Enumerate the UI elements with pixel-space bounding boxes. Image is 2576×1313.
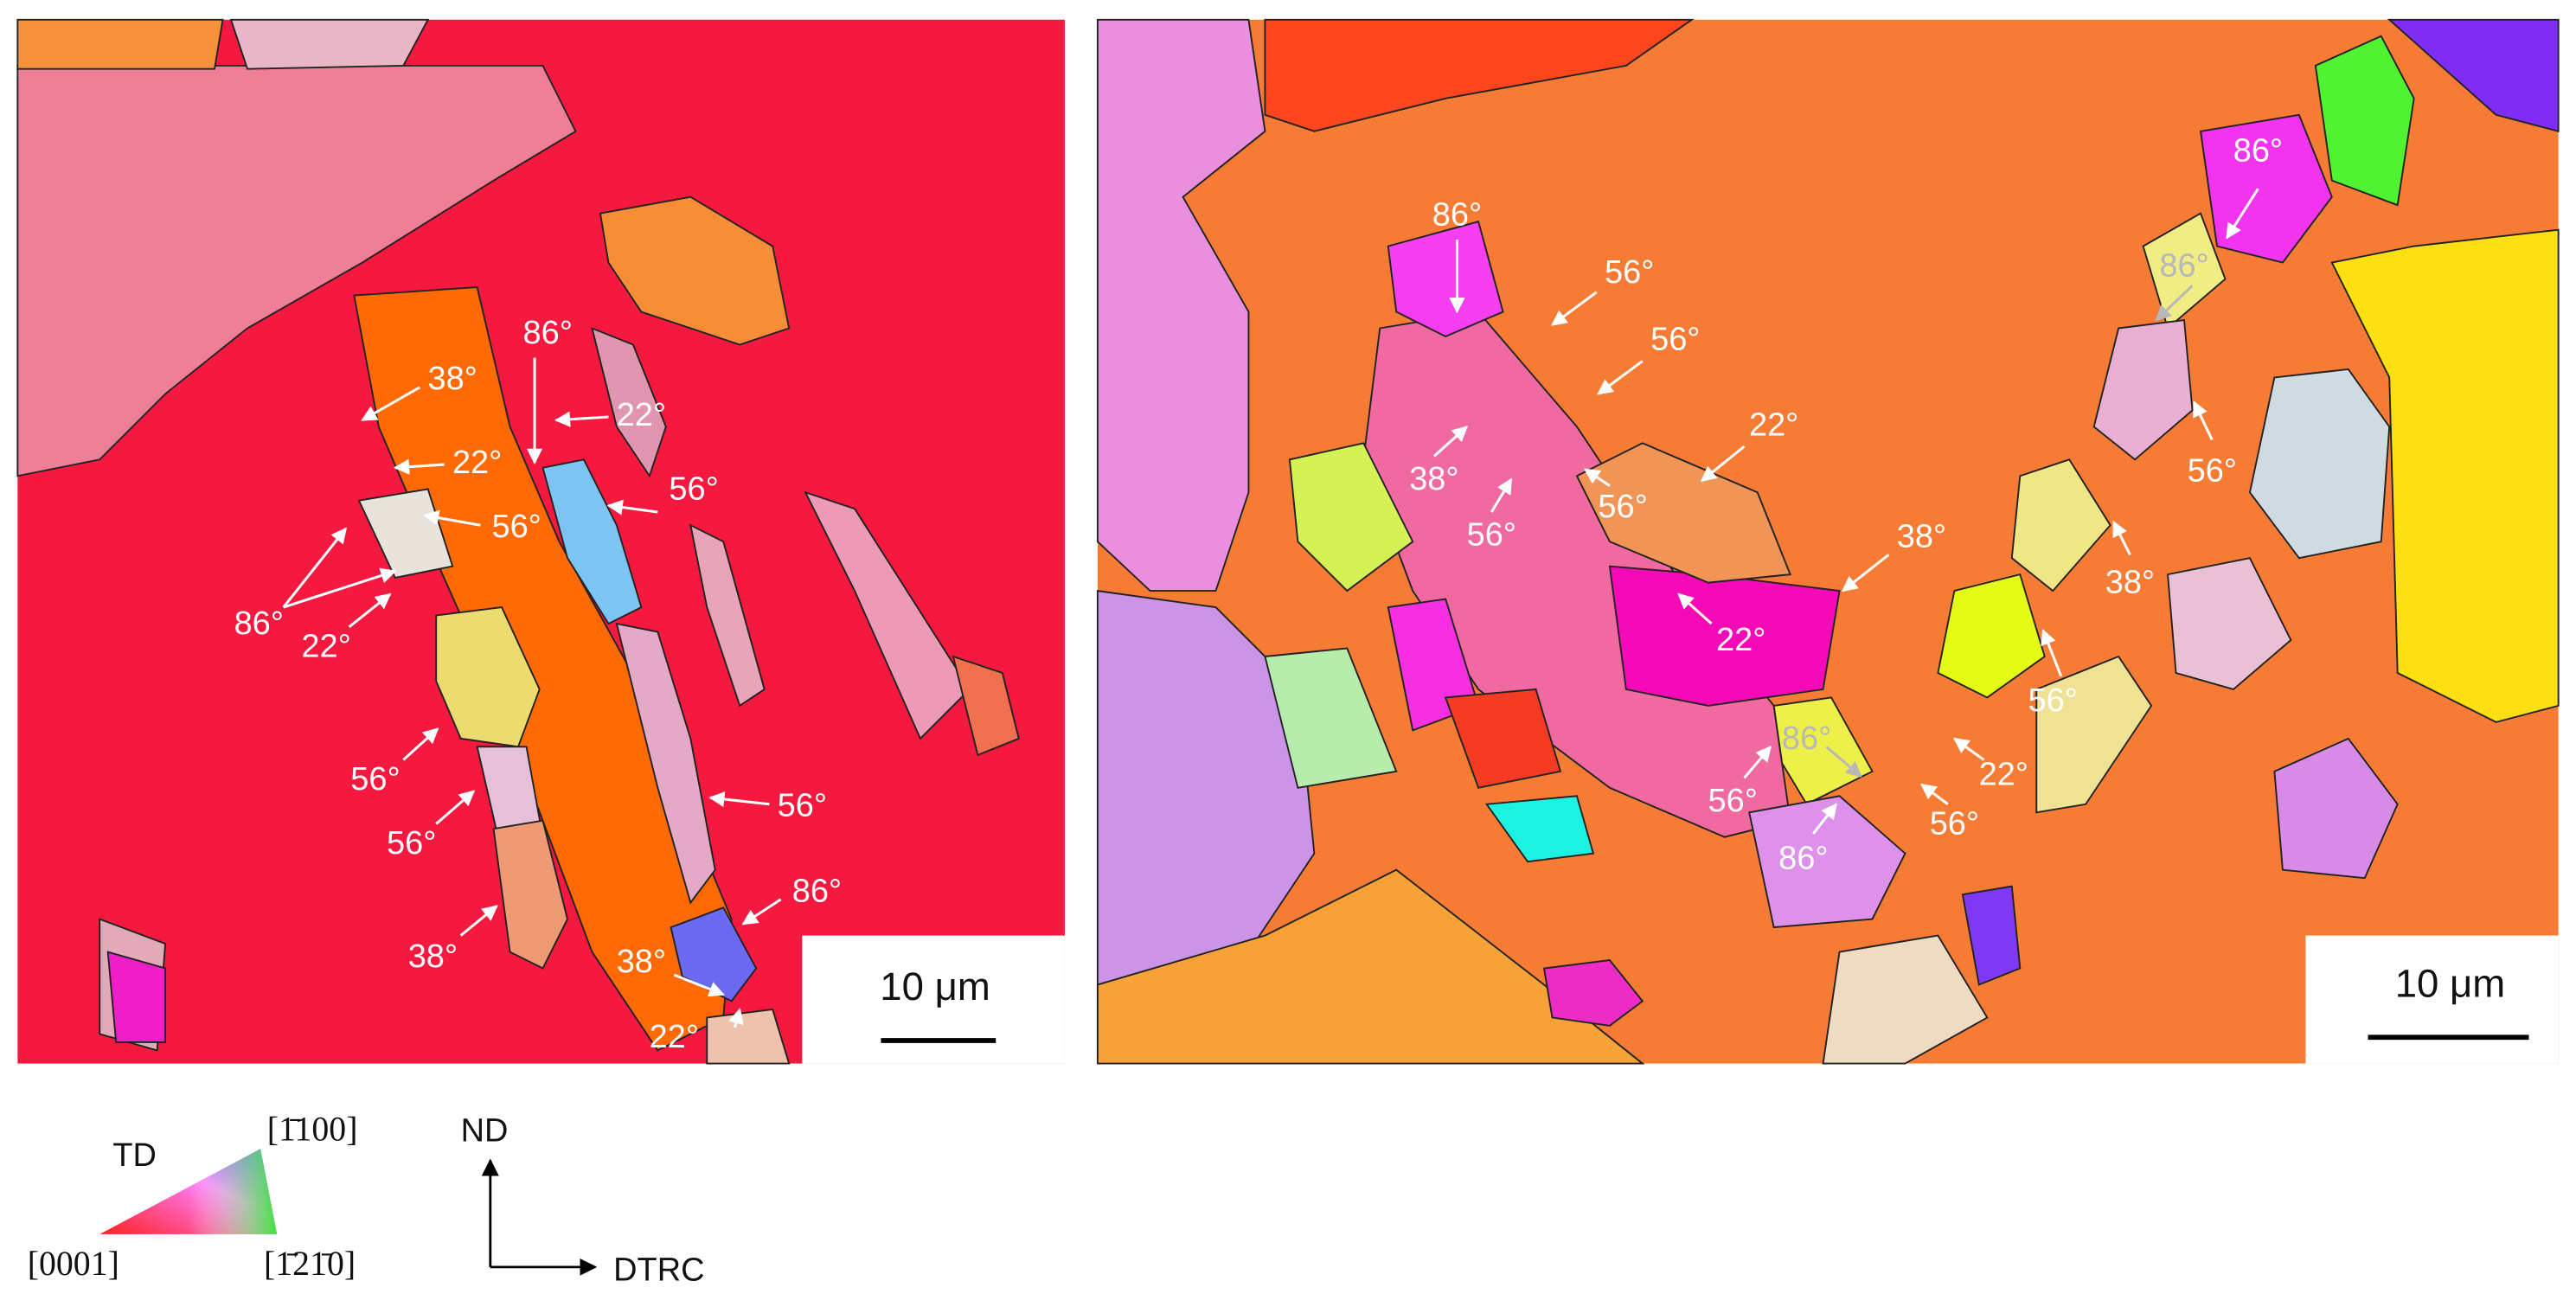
angle-label: 38° <box>427 361 477 397</box>
arrows <box>282 188 2259 1028</box>
angle-label: 56° <box>778 788 827 824</box>
angle-label: 56° <box>669 471 718 507</box>
angle-label: 38° <box>2105 565 2155 601</box>
angle-label: 22° <box>650 1019 699 1055</box>
angle-label: 22° <box>301 629 350 665</box>
legend-corner: [1̄21̄0] <box>264 1244 356 1283</box>
angle-label: 86° <box>234 605 284 642</box>
angle-label: 22° <box>452 445 502 481</box>
angle-label: 38° <box>1409 461 1458 497</box>
axis-nd: ND <box>461 1112 509 1149</box>
angle-label: 56° <box>1467 517 1516 554</box>
angle-label: 22° <box>1716 622 1765 658</box>
axis-dtrc: DTRC <box>613 1252 704 1289</box>
legend-corner: [1̄100] <box>267 1109 358 1148</box>
angle-label: 38° <box>617 944 666 980</box>
ipf-legend: TD [1̄100] [0001] [1̄21̄0] <box>28 1109 358 1283</box>
ebsd-map-left <box>16 18 1065 1065</box>
angle-label: 56° <box>2188 453 2237 490</box>
angle-label: 22° <box>1749 407 1798 443</box>
legend-corner: [0001] <box>28 1244 119 1283</box>
ebsd-map-right <box>1096 18 2560 1065</box>
angle-label: 56° <box>1650 322 1700 358</box>
angle-label: 86° <box>792 873 842 909</box>
axes-triad: ND DTRC <box>461 1112 705 1288</box>
scale-bar-label: 10 μm <box>880 964 990 1009</box>
angle-label: 56° <box>1930 805 1979 842</box>
angle-label: 56° <box>1708 783 1758 819</box>
angle-label: 56° <box>1605 254 1654 291</box>
legend-td: TD <box>112 1137 157 1174</box>
angle-label: 38° <box>408 938 458 975</box>
angle-label: 38° <box>1897 518 1946 554</box>
angle-label: 56° <box>387 825 436 861</box>
angle-label: 22° <box>1979 757 2028 793</box>
angle-label: 86° <box>523 315 573 351</box>
angle-label: 86° <box>1432 197 1482 234</box>
angle-label: 86° <box>2233 132 2283 169</box>
angle-label: 56° <box>1598 489 1647 525</box>
angle-label: 86° <box>2159 247 2208 284</box>
angle-label: 86° <box>1778 840 1828 876</box>
angle-labels: 38° 86° 22° 22° 56° 56° 86° 22° 56° 56° … <box>234 132 2284 1055</box>
angle-label: 56° <box>2028 682 2078 719</box>
angle-label: 22° <box>617 397 666 433</box>
scale-bar-label: 10 μm <box>2395 961 2505 1005</box>
angle-label: 56° <box>350 761 400 797</box>
angle-label: 56° <box>491 509 541 545</box>
angle-label: 86° <box>1782 721 1831 757</box>
